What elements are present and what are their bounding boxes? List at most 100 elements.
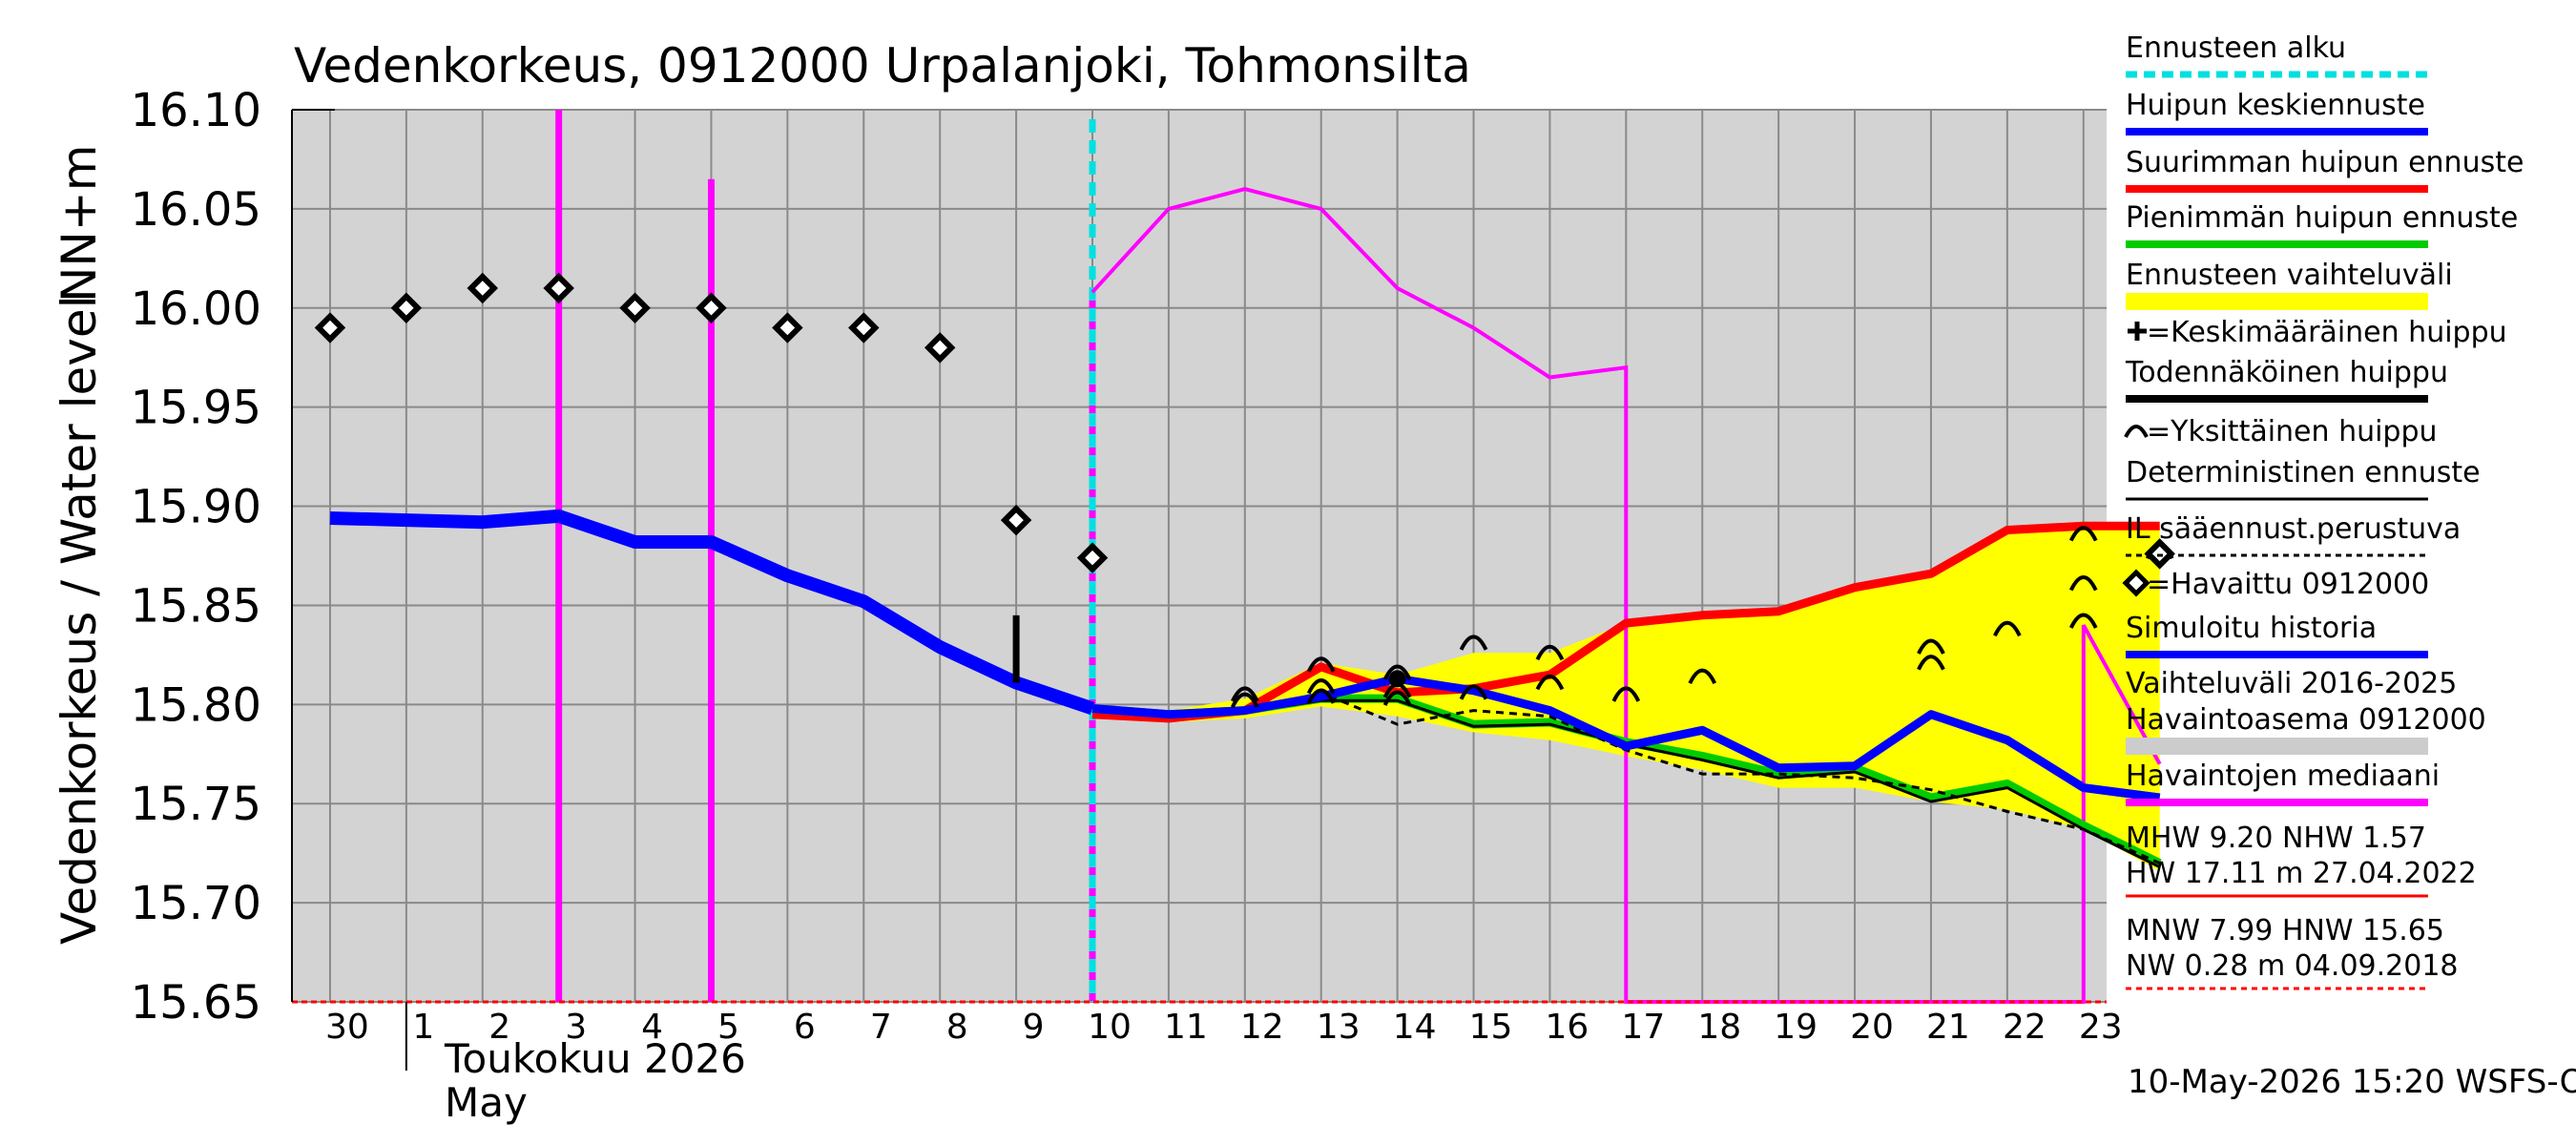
observed-point [314,312,346,344]
observed-point [619,292,651,324]
y-tick-label: 15.75 [131,778,261,831]
series-layer [329,110,2162,1004]
y-tick-labels: 16.10 16.05 16.00 15.95 15.90 15.85 15.80 15.75… [131,84,261,1030]
legend-diamond-icon [2122,569,2150,597]
single-peak-marker [1611,686,1641,702]
single-peak-marker [1306,688,1336,704]
x-tick-label: 21 [1926,1008,1970,1047]
x-tick-label: 1 [412,1008,434,1047]
x-tick-label: 9 [1023,1008,1045,1047]
observed-point [696,292,727,324]
single-peak-marker [1993,620,2022,637]
single-peak-marker [1917,638,1945,655]
x-tick-label: 4 [641,1008,663,1047]
observed-point [848,312,880,344]
legend-label: Todennäköinen huippu [2125,356,2448,389]
legend-label: Suurimman huipun ennuste [2126,146,2524,179]
legend-arc-icon [2124,425,2149,438]
legend-label: Ennusteen vaihteluväli [2126,259,2453,292]
y-tick-label: 16.10 [131,84,261,137]
x-tick-label: 6 [794,1008,816,1047]
single-peak-marker [1535,644,1565,661]
x-tick-label: 14 [1393,1008,1437,1047]
observed-point [2144,538,2175,570]
observed-point [772,312,803,344]
x-tick-label: 20 [1850,1008,1894,1047]
legend-label: Ennusteen alku [2126,31,2346,65]
chart-title: Vedenkorkeus, 0912000 Urpalanjoki, Tohmo… [294,38,1471,94]
x-tick-label: 17 [1621,1008,1665,1047]
stat-line: NW 0.28 m 04.09.2018 [2126,949,2459,983]
y-tick-label: 15.85 [131,579,261,633]
y-tick-label: 16.05 [131,183,261,237]
y-tick-label: 15.70 [131,877,261,930]
markers-layer [314,272,2175,709]
single-peak-marker [1382,682,1412,698]
x-tick-label: 15 [1469,1008,1513,1047]
x-tick-label: 2 [488,1008,510,1047]
y-tick-label: 16.00 [131,282,261,336]
observed-point [1076,542,1109,573]
single-peak-marker [1688,668,1717,685]
x-tick-label: 3 [565,1008,587,1047]
stat-line: HW 17.11 m 27.04.2022 [2126,857,2477,890]
observed-point [924,332,956,364]
legend-label: Vaihteluväli 2016-2025 [2126,667,2457,700]
x-tick-label: 19 [1774,1008,1818,1047]
y-tick-label: 15.95 [131,382,261,435]
max-peak-forecast-line [1091,521,2160,723]
legend: Ennusteen alku Huipun keskiennuste Suurimm… [2122,31,2524,806]
plot-background [292,110,2107,1002]
single-peak-marker [1231,686,1259,702]
single-peak-marker [1231,692,1259,709]
legend-label: Pienimmän huipun ennuste [2126,201,2518,235]
x-tick-label: 22 [2003,1008,2046,1047]
legend-label: Deterministinen ennuste [2126,456,2481,489]
single-peak-marker [1382,690,1412,706]
legend-swatch [2126,738,2428,755]
observed-point [390,292,423,324]
legend-label: Huipun keskiennuste [2126,89,2425,122]
y-tick-label: 15.65 [131,976,261,1030]
observed-point [543,272,574,304]
x-tick-labels: 30 1 2 3 4 5 6 7 8 9 10 11 12 13 14 15 16 17 18 19 20 21 22 23 [325,1008,2123,1047]
legend-label: Simuloitu historia [2126,612,2377,645]
y-tick-label: 15.80 [131,678,261,732]
single-peak-marker [1459,684,1488,700]
simulated-history-line [329,509,1095,716]
x-tick-label: 10 [1088,1008,1132,1047]
single-peak-marker [1306,656,1336,673]
legend-label: IL sääennust.perustuva [2126,512,2461,546]
single-peak-marker [1306,678,1336,695]
single-peak-marker [1382,664,1412,680]
mean-peak-marker [1388,670,1406,688]
single-peak-marker [2068,526,2098,542]
single-peak-marker [1917,655,1945,671]
legend-plus-icon [2128,322,2147,341]
median-line [1091,187,2162,1004]
peak-mean-forecast-line [1091,674,2161,802]
x-tick-label: 5 [717,1008,739,1047]
legend-label: =Yksittäinen huippu [2147,415,2438,448]
legend-label: =Keskimääräinen huippu [2147,316,2507,349]
stat-line: MHW 9.20 NHW 1.57 [2126,822,2426,855]
x-axis-month-en: May [445,1079,528,1126]
y-axis-unit: NN+m [52,145,107,302]
stat-line: MNW 7.99 HNW 15.65 [2126,914,2444,947]
x-tick-label: 8 [946,1008,968,1047]
legend-label: Havaintoasema 0912000 [2126,703,2486,737]
single-peak-marker [1535,674,1565,691]
x-tick-label: 13 [1317,1008,1361,1047]
x-axis-month-fi: Toukokuu 2026 [444,1035,746,1082]
x-tick-label: 11 [1164,1008,1208,1047]
single-peak-marker [2068,575,2098,592]
y-tick-label: 15.90 [131,481,261,534]
x-tick-label: 7 [870,1008,892,1047]
observed-point [1000,504,1032,536]
x-tick-label: 23 [2079,1008,2123,1047]
legend-swatch [2126,293,2428,310]
single-peak-marker [2068,613,2098,629]
axes [291,109,2107,1071]
